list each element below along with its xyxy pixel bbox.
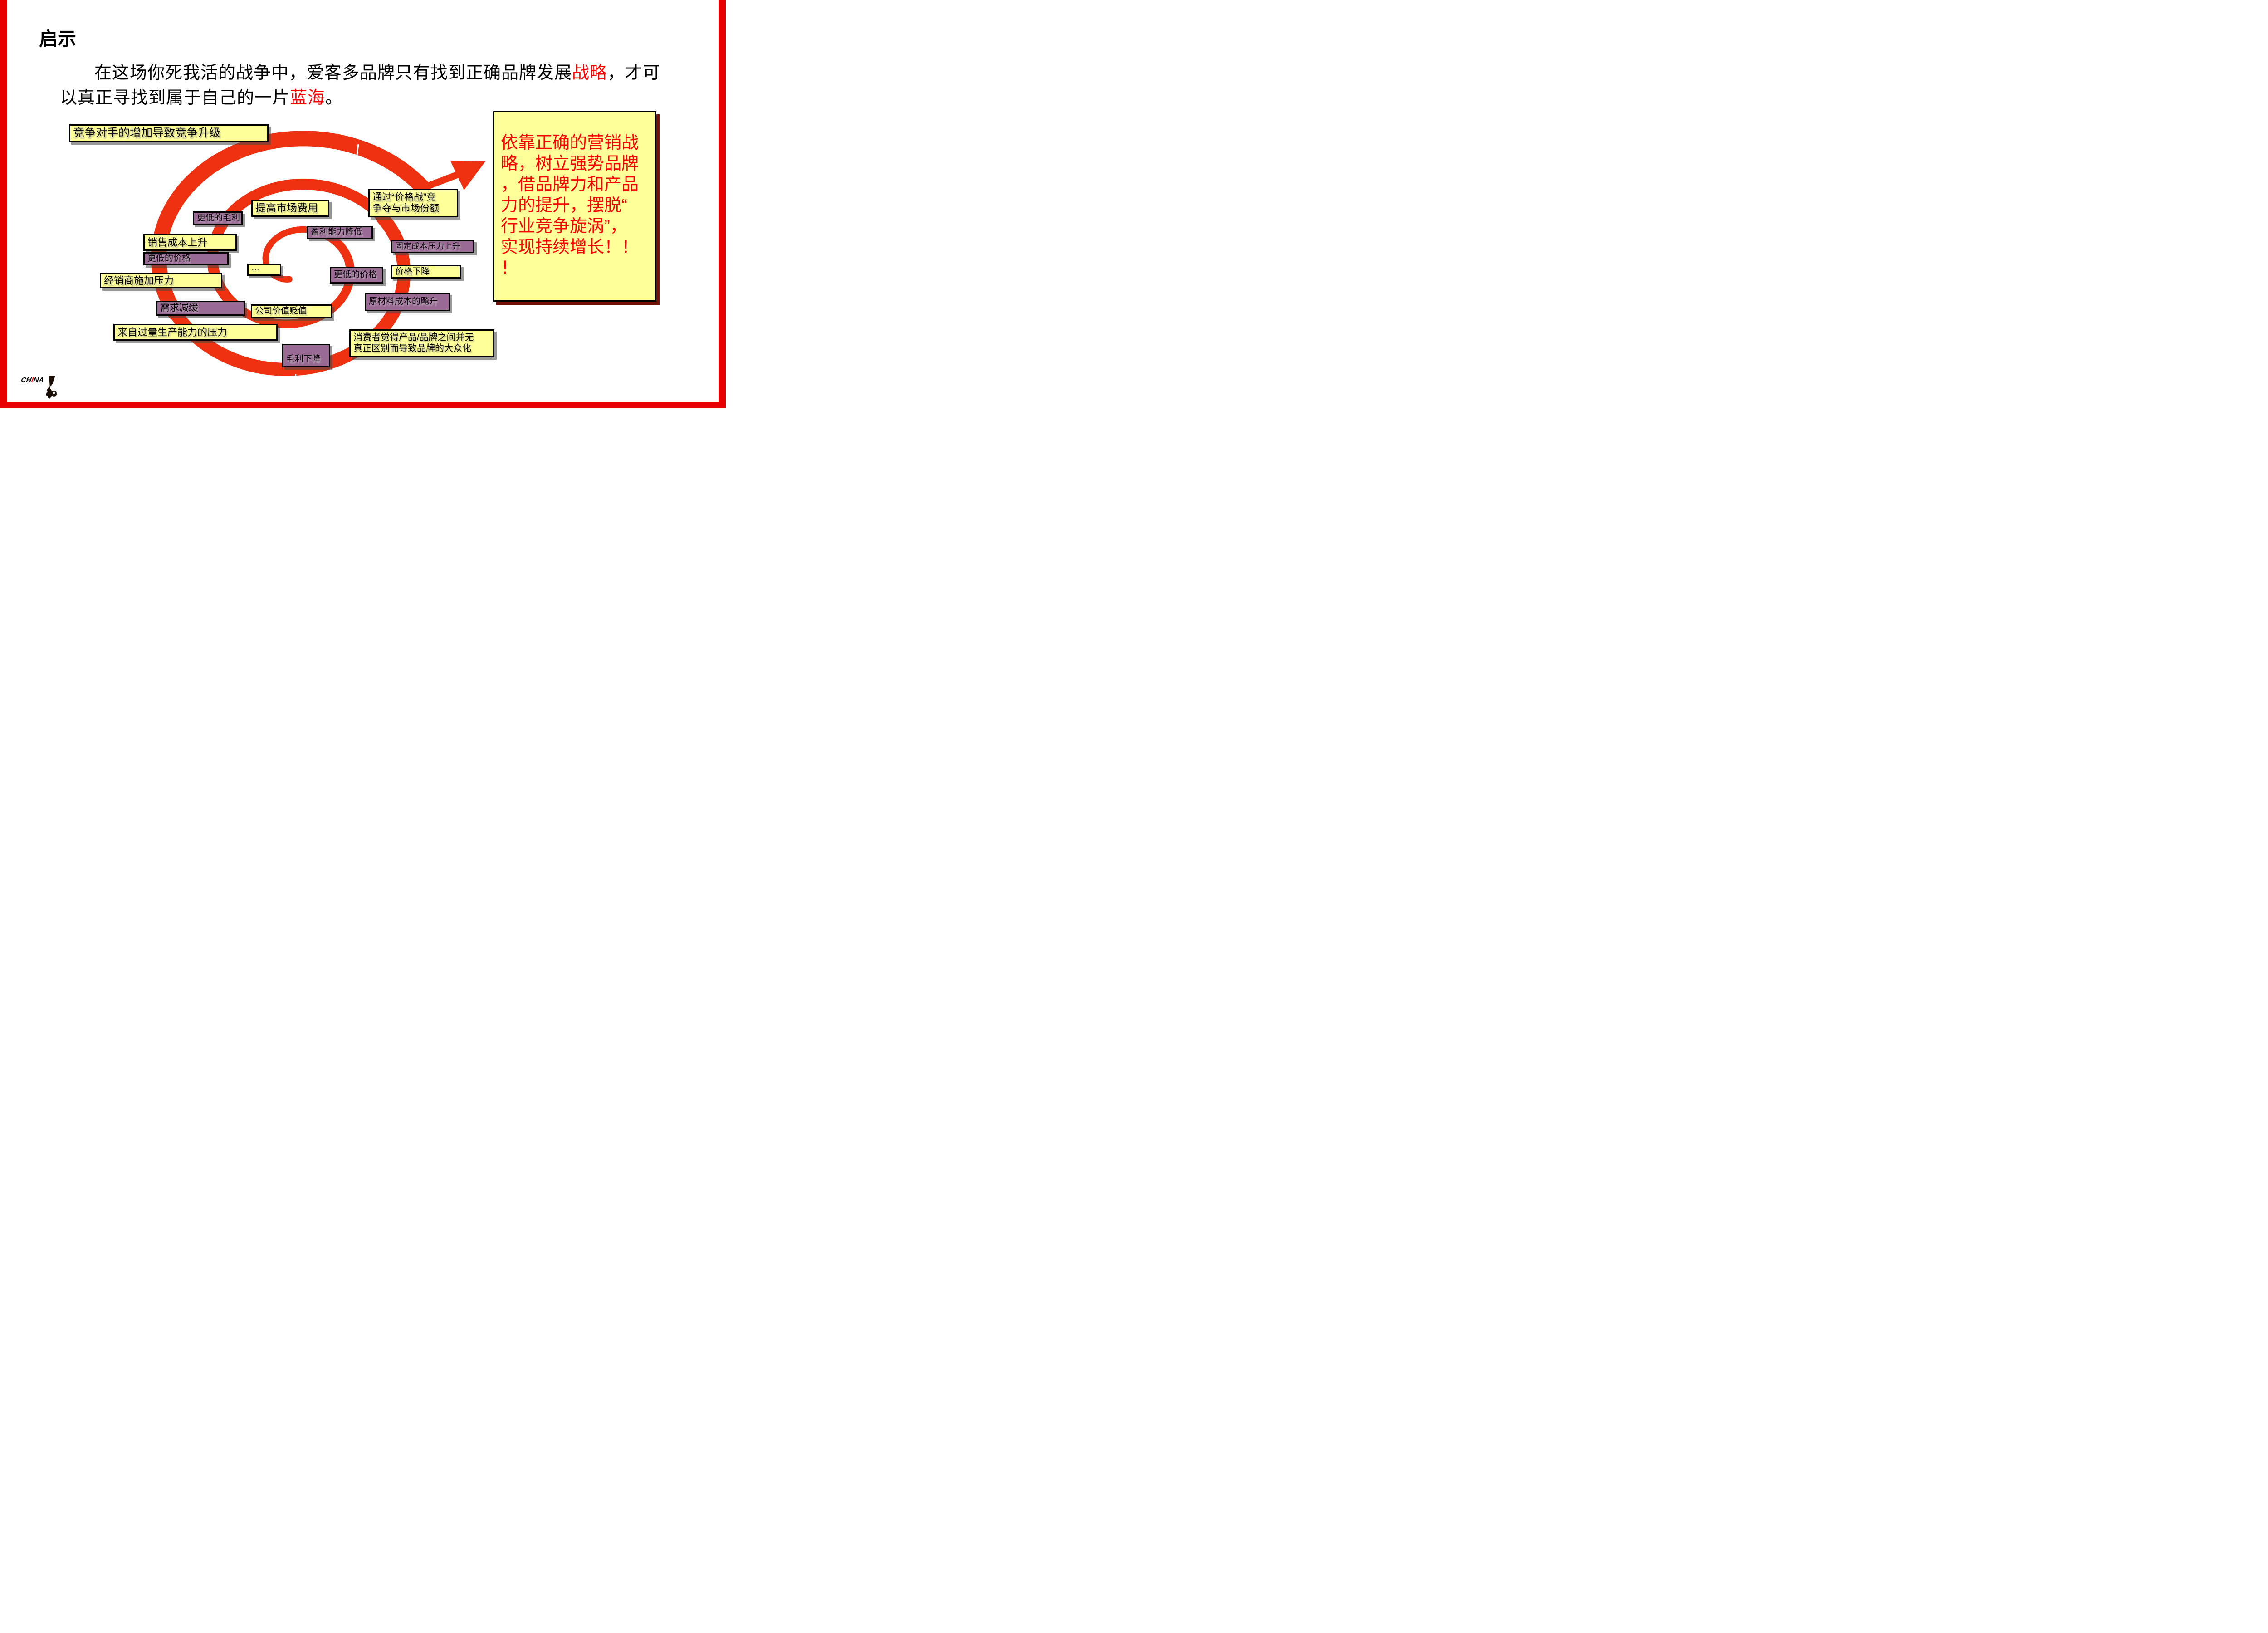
- label-price-war: 通过“价格战”竞 争夺与市场份额: [368, 189, 458, 217]
- conclusion-callout: 依靠正确的营销战 略，树立强势品牌 ，借品牌力和产品 力的提升，摆脱“ 行业竞争…: [493, 111, 656, 302]
- spiral-stroke: [230, 231, 355, 328]
- label-overcapacity-pressure: 来自过量生产能力的压力: [113, 324, 278, 341]
- right-edge-bar: [719, 0, 726, 408]
- bottom-edge-bar: [0, 402, 726, 408]
- label-raise-market-cost: 提高市场费用: [251, 200, 329, 217]
- spiral-arrow-shaft: [417, 170, 464, 192]
- label-fixed-cost-pressure: 固定成本压力上升: [391, 240, 474, 253]
- label-sales-cost-up: 销售成本上升: [143, 234, 237, 251]
- spiral-stroke: [166, 212, 411, 376]
- intro-line-1: 在这场你死我活的战争中，爱客多品牌只有找到正确品牌发展战略，才可: [94, 64, 661, 83]
- slide: 启示 在这场你死我活的战争中，爱客多品牌只有找到正确品牌发展战略，才可 以真正寻…: [0, 0, 726, 408]
- label-ellipsis: …: [247, 263, 281, 276]
- spiral-seam: [293, 373, 297, 393]
- left-edge-bar: [0, 0, 7, 408]
- spiral-stroke: [262, 226, 333, 283]
- label-gross-margin-down: 毛利下降: [282, 344, 330, 367]
- china-logo: CHINA: [20, 374, 71, 403]
- label-lower-gross-margin: 更低的毛利: [193, 211, 243, 225]
- spiral-seam: [356, 144, 359, 159]
- label-company-value-drop: 公司价值贬值: [251, 304, 332, 318]
- intro-line-2: 以真正寻找到属于自己的一片蓝海。: [60, 88, 343, 108]
- label-competitors-increase: 竞争对手的增加导致竞争升级: [69, 124, 269, 142]
- label-lower-price-center: 更低的价格: [330, 267, 383, 284]
- label-profitability-decline: 盈利能力降低: [307, 226, 373, 239]
- pipe-smoker-icon: [46, 376, 57, 399]
- spiral-arrow-icon: [450, 161, 485, 190]
- label-raw-material-cost: 原材料成本的飚升: [365, 293, 450, 311]
- intro-paragraph: 在这场你死我活的战争中，爱客多品牌只有找到正确品牌发展战略，才可 以真正寻找到属…: [60, 61, 660, 111]
- label-lower-price-left: 更低的价格: [143, 252, 229, 265]
- label-demand-slowdown: 需求减缓: [156, 301, 245, 316]
- label-dealer-pressure: 经销商施加压力: [100, 273, 222, 288]
- label-brand-commoditization: 消费者觉得产品/品牌之间并无 真正区别而导致品牌的大众化: [349, 329, 494, 357]
- label-price-drop: 价格下降: [391, 265, 461, 279]
- page-title: 启示: [39, 29, 76, 49]
- china-logo-text: CHINA: [20, 376, 44, 384]
